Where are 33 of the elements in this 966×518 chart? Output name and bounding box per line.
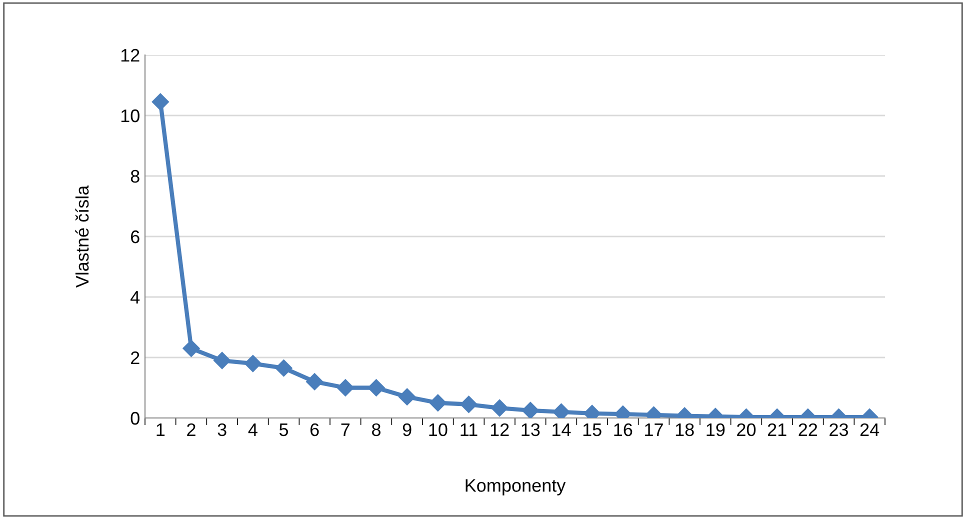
x-tick-label: 19 [706,423,725,436]
y-tick-label: 0 [130,412,140,425]
x-tick-label: 6 [310,423,319,436]
x-tick-label: 23 [830,423,848,436]
x-tick-label: 16 [614,423,632,436]
x-tick-label: 17 [645,424,663,436]
x-tick-label: 1 [156,424,165,436]
x-tick-label: 11 [460,424,478,436]
y-axis-title: Vlastné čísla [75,185,89,288]
x-tick-label: 22 [798,423,818,436]
x-tick-label: 9 [402,423,412,436]
x-tick-label: 7 [341,424,350,436]
x-tick-label: 14 [552,424,571,436]
y-tick-label: 4 [130,291,140,304]
x-tick-label: 5 [279,424,288,436]
x-tick-label: 15 [583,424,602,436]
x-tick-label: 4 [248,424,258,436]
x-axis-title: Komponenty [466,479,566,496]
x-tick-label: 18 [676,423,694,436]
y-tick-label: 8 [130,170,140,183]
y-tick-label: 10 [121,109,140,122]
x-tick-label: 3 [218,423,226,436]
x-tick-label: 12 [490,423,509,436]
x-tick-label: 10 [429,423,448,436]
x-tick-label: 20 [737,423,756,436]
y-tick-label: 12 [121,48,140,62]
x-tick-label: 2 [187,423,196,436]
y-tick-label: 2 [131,351,140,364]
x-tick-label: 24 [860,423,880,436]
x-tick-label: 13 [522,423,540,436]
x-tick-label: 21 [768,423,786,436]
y-tick-label: 6 [131,230,140,244]
x-tick-label: 8 [372,423,380,436]
